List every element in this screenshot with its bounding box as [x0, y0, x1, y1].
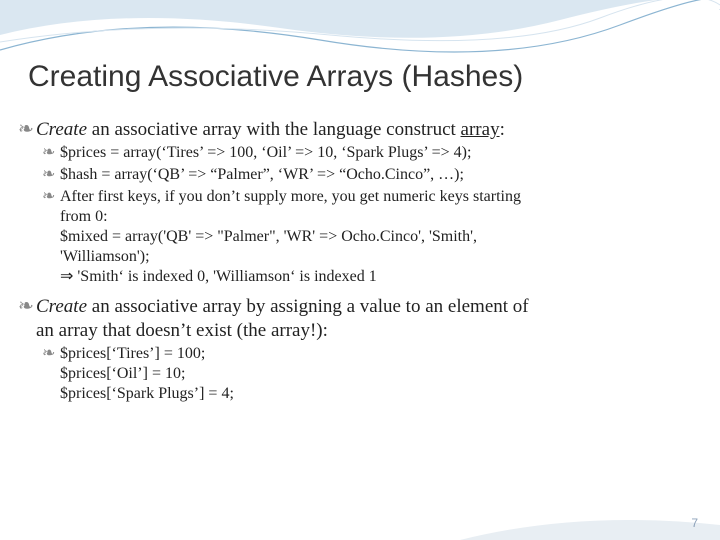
sub-mixed-result: ⇒ 'Smith‘ is indexed 0, 'Williamson‘ is … [60, 267, 700, 287]
bullet-create-construct: ❧Create an associative array with the la… [18, 118, 700, 141]
sub-mixed-example-line1: $mixed = array('QB' => "Palmer", 'WR' =>… [60, 227, 700, 247]
sub-mixed-example-line2: 'Williamson'); [60, 247, 700, 267]
bullet-create-assign-line2: an array that doesn’t exist (the array!)… [36, 320, 700, 342]
decorative-corner [460, 500, 720, 540]
bullet-icon: ❧ [42, 165, 60, 185]
bullet-icon: ❧ [18, 118, 36, 141]
slide-title: Creating Associative Arrays (Hashes) [28, 60, 523, 94]
sub-numeric-keys: ❧After first keys, if you don’t supply m… [42, 187, 700, 207]
sub-assign-tires: ❧$prices[‘Tires’] = 100; [42, 344, 700, 364]
slide-content: ❧Create an associative array with the la… [18, 110, 700, 404]
sub-assign-sparkplugs: $prices[‘Spark Plugs’] = 4; [60, 384, 700, 404]
bullet-icon: ❧ [42, 344, 60, 364]
bullet-icon: ❧ [42, 143, 60, 163]
bullet-icon: ❧ [42, 187, 60, 207]
sub-assign-oil: $prices[‘Oil’] = 10; [60, 364, 700, 384]
sub-numeric-keys-line2: from 0: [60, 207, 700, 227]
bullet-create-assign: ❧Create an associative array by assignin… [18, 295, 700, 318]
sub-hash-array: ❧$hash = array(‘QB’ => “Palmer”, ‘WR’ =>… [42, 165, 700, 185]
page-number: 7 [691, 516, 698, 530]
sub-prices-array: ❧$prices = array(‘Tires’ => 100, ‘Oil’ =… [42, 143, 700, 163]
bullet-icon: ❧ [18, 295, 36, 318]
